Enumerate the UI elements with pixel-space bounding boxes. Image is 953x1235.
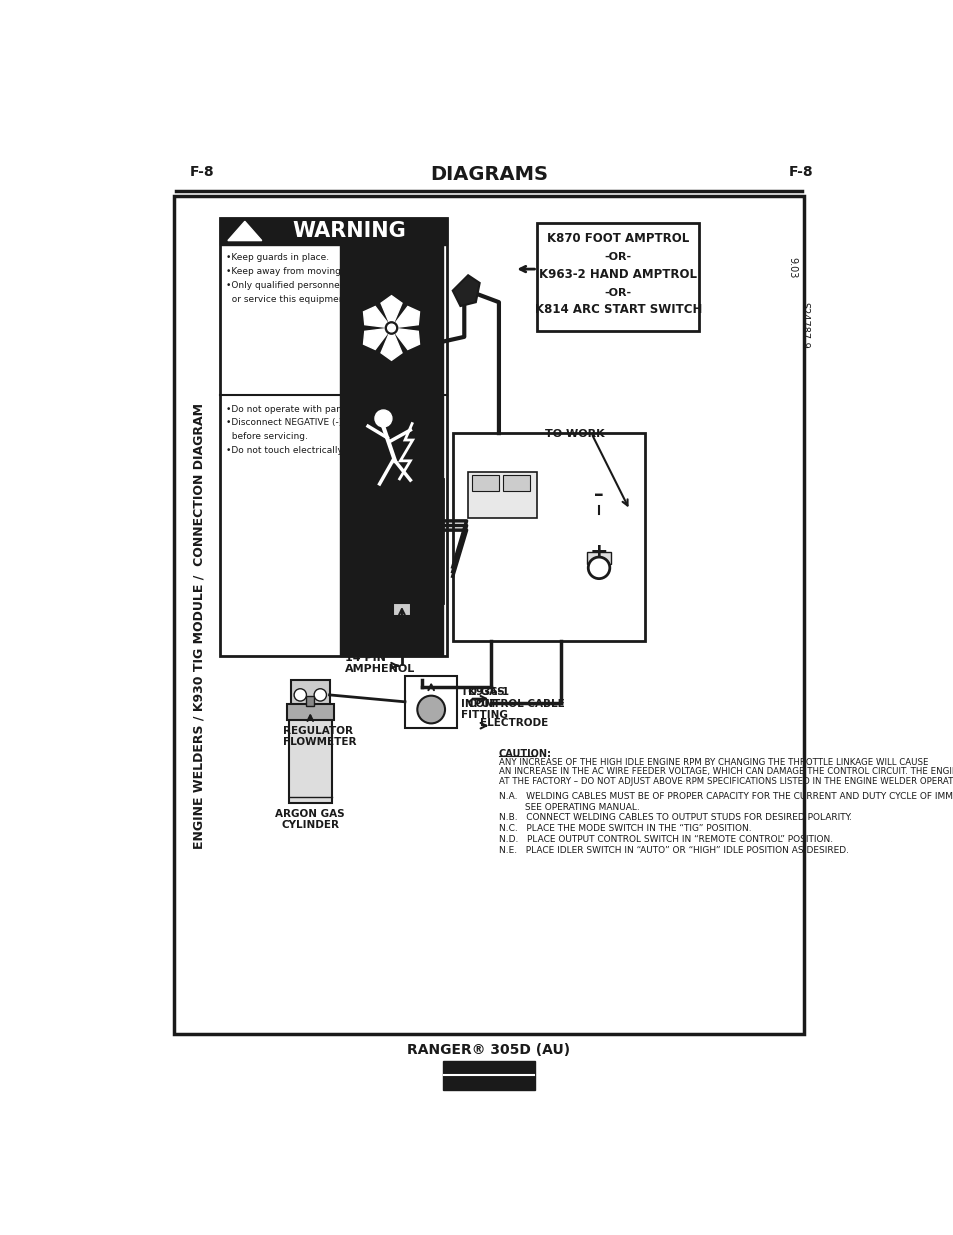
Polygon shape — [363, 306, 391, 329]
Text: SEE OPERATING MANUAL.: SEE OPERATING MANUAL. — [498, 803, 639, 811]
Text: or service this equipment.: or service this equipment. — [226, 294, 351, 304]
Bar — [502, 475, 529, 490]
Bar — [287, 704, 334, 720]
Polygon shape — [228, 221, 261, 241]
Bar — [339, 395, 443, 656]
Text: N.E.   PLACE IDLER SWITCH IN “AUTO” OR “HIGH” IDLE POSITION AS DESIRED.: N.E. PLACE IDLER SWITCH IN “AUTO” OR “HI… — [498, 846, 848, 855]
Text: •Keep away from moving parts.: •Keep away from moving parts. — [226, 267, 370, 275]
Circle shape — [588, 557, 609, 579]
Text: 14 PIN
AMPHENOL: 14 PIN AMPHENOL — [345, 652, 415, 674]
Bar — [339, 246, 443, 395]
Text: -OR-: -OR- — [604, 252, 631, 262]
Bar — [220, 217, 447, 656]
Text: 9.03: 9.03 — [787, 257, 797, 278]
Text: RANGER® 305D (AU): RANGER® 305D (AU) — [407, 1042, 570, 1057]
Text: K936-1
CONTROL CABLE: K936-1 CONTROL CABLE — [468, 687, 564, 709]
Text: K870 FOOT AMPTROL: K870 FOOT AMPTROL — [547, 232, 689, 245]
Bar — [468, 472, 537, 517]
Polygon shape — [380, 295, 401, 329]
Text: F-8: F-8 — [190, 165, 213, 179]
Text: CAUTION:: CAUTION: — [498, 748, 552, 758]
Polygon shape — [391, 329, 419, 350]
Text: •Disconnect NEGATIVE (-) Battery lead: •Disconnect NEGATIVE (-) Battery lead — [226, 419, 401, 427]
Bar — [472, 475, 498, 490]
Text: TO WORK: TO WORK — [544, 430, 604, 440]
Text: before servicing.: before servicing. — [226, 432, 308, 441]
Text: N.B.   CONNECT WELDING CABLES TO OUTPUT STUDS FOR DESIRED POLARITY.: N.B. CONNECT WELDING CABLES TO OUTPUT ST… — [498, 814, 851, 823]
Text: ARGON GAS
CYLINDER: ARGON GAS CYLINDER — [275, 809, 345, 830]
Polygon shape — [380, 329, 401, 361]
Text: ANY INCREASE OF THE HIGH IDLE ENGINE RPM BY CHANGING THE THROTTLE LINKAGE WILL C: ANY INCREASE OF THE HIGH IDLE ENGINE RPM… — [498, 758, 927, 767]
Text: DIAGRAMS: DIAGRAMS — [430, 165, 547, 184]
Bar — [291, 679, 329, 710]
Polygon shape — [453, 275, 479, 306]
Bar — [587, 552, 610, 564]
Polygon shape — [391, 306, 419, 329]
Text: •Do not operate with panels open.: •Do not operate with panels open. — [226, 405, 383, 414]
Text: !: ! — [241, 220, 249, 238]
Circle shape — [314, 689, 326, 701]
Bar — [405, 676, 456, 727]
Text: ENGINE WELDERS / K930 TIG MODULE /  CONNECTION DIAGRAM: ENGINE WELDERS / K930 TIG MODULE / CONNE… — [192, 403, 205, 848]
Circle shape — [387, 324, 395, 332]
Text: F-8: F-8 — [787, 165, 812, 179]
Text: +: + — [589, 542, 608, 562]
Text: •Do not touch electrically live parts.: •Do not touch electrically live parts. — [226, 446, 391, 456]
Text: •Keep guards in place.: •Keep guards in place. — [226, 253, 329, 262]
Text: N.D.   PLACE OUTPUT CONTROL SWITCH IN “REMOTE CONTROL” POSITION.: N.D. PLACE OUTPUT CONTROL SWITCH IN “REM… — [498, 835, 832, 844]
Circle shape — [385, 322, 397, 335]
Circle shape — [375, 410, 392, 427]
Text: S24787-9: S24787-9 — [799, 301, 808, 348]
Bar — [289, 718, 332, 803]
Bar — [453, 433, 644, 641]
Text: AN INCREASE IN THE AC WIRE FEEDER VOLTAGE, WHICH CAN DAMAGE THE CONTROL CIRCUIT.: AN INCREASE IN THE AC WIRE FEEDER VOLTAG… — [498, 767, 953, 777]
Text: WARNING: WARNING — [292, 221, 406, 241]
Bar — [360, 479, 443, 603]
Bar — [306, 697, 314, 705]
Text: REGULATOR
FLOWMETER: REGULATOR FLOWMETER — [283, 726, 356, 747]
Text: K963-2 HAND AMPTROL: K963-2 HAND AMPTROL — [538, 268, 697, 280]
Bar — [173, 196, 803, 1034]
Polygon shape — [363, 329, 391, 350]
Text: +: + — [517, 1066, 534, 1084]
Text: -OR-: -OR- — [604, 288, 631, 298]
Text: II: II — [426, 699, 436, 713]
Text: ELECTRODE: ELECTRODE — [479, 718, 547, 727]
Text: ELECTRIC: ELECTRIC — [448, 1078, 514, 1091]
Text: N.A.   WELDING CABLES MUST BE OF PROPER CAPACITY FOR THE CURRENT AND DUTY CYCLE : N.A. WELDING CABLES MUST BE OF PROPER CA… — [498, 792, 953, 802]
Circle shape — [416, 695, 444, 724]
Text: •Only qualified personnel should install,use: •Only qualified personnel should install… — [226, 280, 424, 290]
Text: –: – — [594, 485, 603, 504]
Text: AT THE FACTORY – DO NOT ADJUST ABOVE RPM SPECIFICATIONS LISTED IN THE ENGINE WEL: AT THE FACTORY – DO NOT ADJUST ABOVE RPM… — [498, 777, 953, 785]
Bar — [220, 217, 447, 246]
Circle shape — [294, 689, 306, 701]
Text: LINCOLN: LINCOLN — [450, 1063, 511, 1077]
Text: TO GAS
INPUT
FITTING: TO GAS INPUT FITTING — [460, 687, 508, 720]
Bar — [442, 1061, 535, 1091]
Bar — [393, 603, 411, 616]
Bar — [537, 222, 699, 331]
Text: TIG MODULE: TIG MODULE — [362, 540, 440, 550]
Text: K930: K930 — [386, 525, 417, 535]
Text: N.C.   PLACE THE MODE SWITCH IN THE “TIG” POSITION.: N.C. PLACE THE MODE SWITCH IN THE “TIG” … — [498, 824, 751, 834]
Text: K814 ARC START SWITCH: K814 ARC START SWITCH — [534, 303, 701, 316]
